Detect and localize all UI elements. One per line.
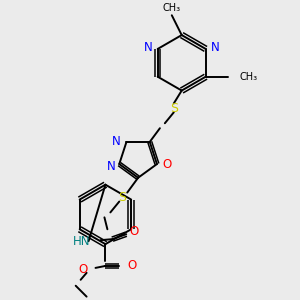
Text: O: O — [130, 225, 139, 238]
Text: N: N — [106, 160, 115, 172]
Text: N: N — [144, 41, 153, 55]
Text: CH₃: CH₃ — [239, 72, 257, 82]
Text: HN: HN — [73, 235, 91, 248]
Text: CH₃: CH₃ — [163, 3, 181, 13]
Text: S: S — [118, 191, 126, 204]
Text: O: O — [78, 263, 88, 276]
Text: N: N — [112, 135, 121, 148]
Text: O: O — [162, 158, 171, 170]
Text: O: O — [127, 260, 136, 272]
Text: N: N — [211, 41, 219, 55]
Text: S: S — [170, 102, 178, 115]
